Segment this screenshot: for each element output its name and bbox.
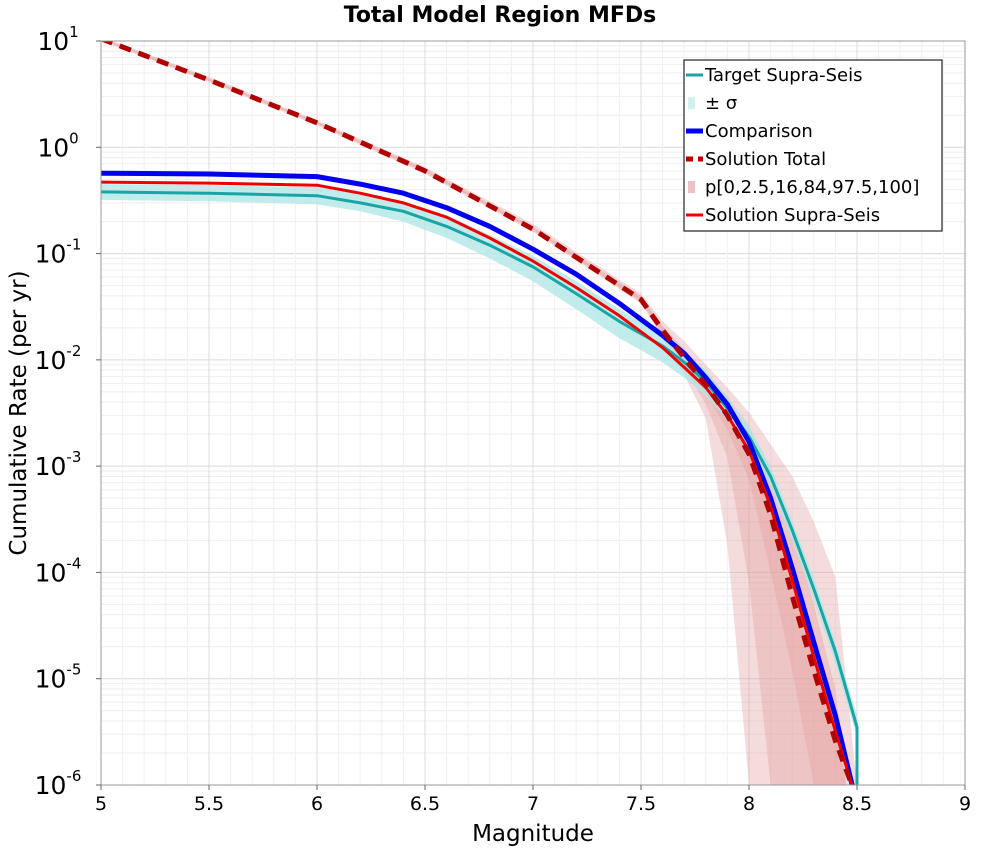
y-tick-label: 101 — [37, 23, 78, 56]
x-tick-label: 5.5 — [194, 793, 224, 815]
legend-label: p[0,2.5,16,84,97.5,100] — [705, 177, 919, 198]
chart-title: Total Model Region MFDs — [344, 3, 657, 28]
y-tick-exponent: -5 — [66, 661, 81, 679]
y-tick-exponent: -2 — [66, 342, 81, 360]
y-tick-base: 10 — [35, 452, 67, 481]
y-tick-label: 10-6 — [35, 767, 82, 800]
legend-label: Comparison — [705, 121, 813, 142]
series-comparison — [101, 170, 855, 785]
legend-swatch — [688, 181, 695, 193]
y-tick-exponent: -3 — [66, 448, 81, 466]
x-axis-ticks: 5 5.5 6 6.5 7 7.5 8 8.5 9 — [95, 785, 971, 815]
legend-label: Solution Total — [705, 149, 826, 170]
x-tick-label: 9 — [959, 793, 971, 815]
y-tick-exponent: -6 — [66, 767, 81, 785]
series-solution-supra-seis — [101, 180, 854, 785]
y-tick-label: 10-1 — [35, 236, 82, 269]
x-tick-label: 5 — [95, 793, 107, 815]
y-tick-label: 10-3 — [35, 448, 82, 481]
x-axis-label: Magnitude — [472, 821, 594, 847]
y-tick-label: 100 — [37, 129, 78, 162]
legend-label: ± σ — [705, 93, 737, 114]
y-tick-base: 10 — [35, 665, 67, 694]
y-tick-exponent: -1 — [66, 236, 81, 254]
y-tick-base: 10 — [35, 240, 67, 269]
lines-layer — [101, 41, 859, 785]
y-tick-exponent: 0 — [69, 129, 79, 147]
y-tick-exponent: -4 — [66, 554, 81, 572]
x-tick-label: 7.5 — [626, 793, 656, 815]
y-tick-base: 10 — [37, 133, 69, 162]
y-tick-base: 10 — [35, 346, 67, 375]
y-tick-exponent: 1 — [69, 23, 79, 41]
legend-label: Solution Supra-Seis — [705, 205, 880, 226]
y-tick-base: 10 — [35, 558, 67, 587]
legend-label: Target Supra-Seis — [704, 65, 862, 86]
legend-item: ± σ — [688, 93, 737, 114]
x-tick-label: 6.5 — [410, 793, 440, 815]
legend-swatch — [688, 97, 695, 109]
legend-item: p[0,2.5,16,84,97.5,100] — [688, 177, 919, 198]
percentile-band-0 — [101, 41, 857, 785]
y-tick-label: 10-4 — [35, 554, 82, 587]
legend-item: Target Supra-Seis — [686, 65, 862, 86]
legend: Target Supra-Seis ± σ Comparison Solution T… — [683, 59, 943, 232]
legend-item: Comparison — [686, 121, 813, 142]
legend-item: Solution Supra-Seis — [686, 205, 880, 226]
y-tick-base: 10 — [37, 27, 69, 56]
bands-layer — [101, 41, 857, 785]
legend-item: Solution Total — [686, 149, 826, 170]
x-tick-label: 6 — [311, 793, 323, 815]
x-tick-label: 8 — [743, 793, 755, 815]
legend-box — [683, 59, 943, 232]
y-tick-base: 10 — [35, 771, 67, 800]
y-axis-label: Cumulative Rate (per yr) — [6, 270, 32, 555]
x-tick-label: 7 — [527, 793, 539, 815]
x-tick-label: 8.5 — [842, 793, 872, 815]
y-tick-label: 10-5 — [35, 661, 82, 694]
percentile-band-1 — [103, 41, 847, 785]
y-tick-label: 10-2 — [35, 342, 82, 375]
series-solution-total — [101, 41, 855, 785]
